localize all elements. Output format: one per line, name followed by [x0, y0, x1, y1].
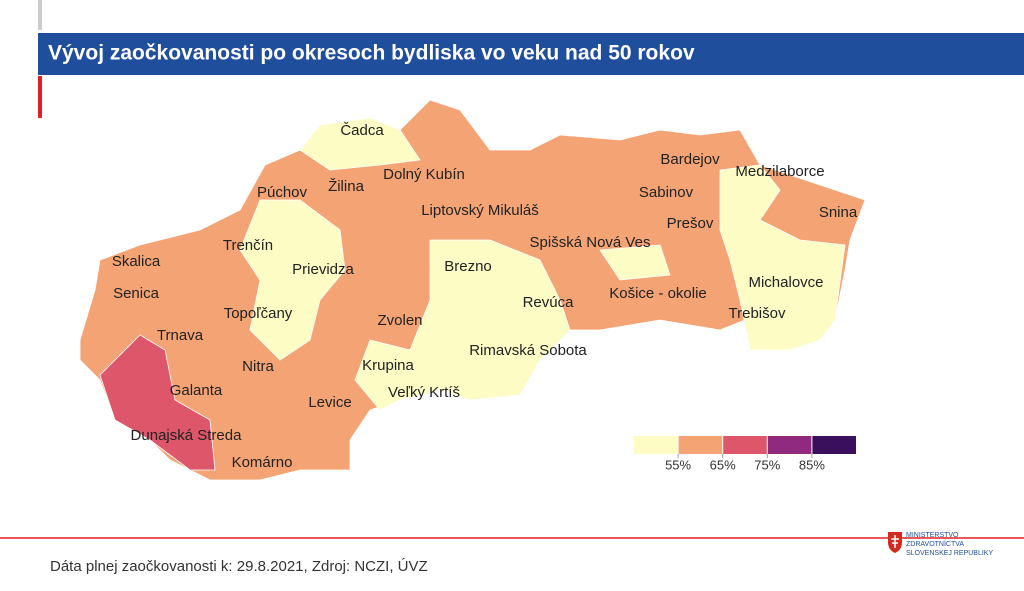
legend-swatch [634, 436, 678, 454]
legend: 55% 65% 75% 85% [634, 436, 856, 472]
legend-swatch [678, 436, 723, 454]
district-label: Zvolen [377, 312, 422, 329]
logo-line: MINISTERSTVO [906, 532, 959, 539]
district-label: Brezno [444, 258, 492, 275]
logo-line: ZDRAVOTNÍCTVA [906, 539, 964, 548]
footer-source: Dáta plnej zaočkovanosti k: 29.8.2021, Z… [50, 558, 428, 575]
title-band [38, 33, 1024, 75]
district-label: Nitra [242, 358, 274, 375]
district-label: Medzilaborce [735, 163, 824, 180]
legend-label: 85% [799, 457, 825, 472]
district-label: Žilina [328, 178, 365, 195]
district-label: Dolný Kubín [383, 166, 465, 183]
district-label: Topoľčany [224, 305, 293, 322]
legend-swatch [767, 436, 812, 454]
legend-swatch [812, 436, 856, 454]
district-label: Michalovce [748, 274, 823, 291]
district-label: Trebišov [729, 305, 786, 322]
region [354, 239, 571, 411]
logo: MINISTERSTVO ZDRAVOTNÍCTVA SLOVENSKEJ RE… [888, 532, 993, 557]
district-label: Snina [819, 204, 858, 221]
district-label: Liptovský Mikuláš [421, 202, 539, 219]
district-label: Dunajská Streda [131, 427, 243, 444]
district-label: Čadca [340, 122, 384, 139]
legend-label: 65% [710, 457, 736, 472]
district-label: Prešov [667, 215, 714, 232]
legend-swatch [723, 436, 767, 454]
region [719, 164, 846, 351]
district-label: Revúca [523, 294, 575, 311]
logo-line: SLOVENSKEJ REPUBLIKY [906, 550, 993, 557]
district-label: Skalica [112, 253, 161, 270]
district-label: Trenčín [223, 237, 273, 254]
district-label: Galanta [170, 382, 223, 399]
region [239, 199, 346, 361]
top-bar [38, 0, 42, 30]
district-label: Spišská Nová Ves [530, 234, 651, 251]
district-label: Rimavská Sobota [469, 342, 587, 359]
district-label: Komárno [232, 454, 293, 471]
legend-label: 75% [754, 457, 780, 472]
accent-bar [38, 76, 42, 118]
district-label: Levice [308, 394, 351, 411]
district-label: Púchov [257, 184, 308, 201]
district-label: Sabinov [639, 184, 694, 201]
district-label: Senica [113, 285, 160, 302]
title: Vývoj zaočkovanosti po okresoch bydliska… [48, 42, 695, 65]
region [599, 244, 671, 281]
district-label: Košice - okolie [609, 285, 707, 302]
district-label: Krupina [362, 357, 414, 374]
region [99, 334, 216, 471]
district-label: Veľký Krtíš [388, 384, 460, 401]
district-label: Prievidza [292, 261, 354, 278]
map-labels: Čadca Dolný Kubín Púchov Žilina Bardejov Medz… [112, 122, 858, 471]
map [79, 99, 866, 481]
legend-label: 55% [665, 457, 691, 472]
district-label: Trnava [157, 327, 204, 344]
region [299, 117, 421, 171]
district-label: Bardejov [660, 151, 720, 168]
